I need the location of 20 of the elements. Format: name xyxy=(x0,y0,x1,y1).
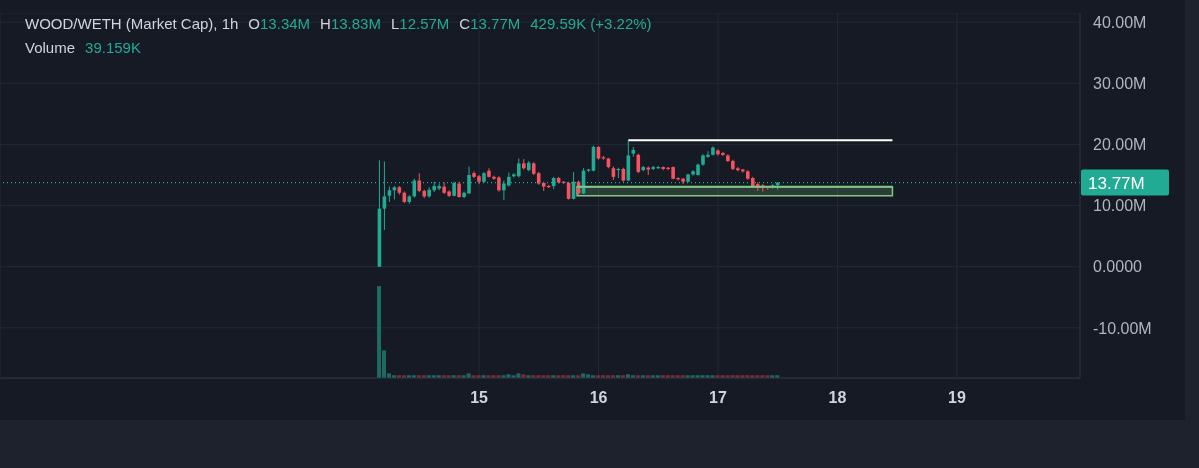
y-tick-label: 20.00M xyxy=(1093,136,1147,154)
x-tick-label: 17 xyxy=(709,389,728,407)
chart-title: Volume xyxy=(25,38,76,58)
annotation: 39.159K xyxy=(85,38,141,58)
x-tick-label: 18 xyxy=(828,389,847,407)
annotation: 429.59K (+3.22%) xyxy=(530,14,652,34)
y-tick-label: 10.00M xyxy=(1093,197,1147,215)
y-tick-label: 40.00M xyxy=(1093,13,1147,31)
x-tick-label: 15 xyxy=(470,389,489,407)
ref-line-label: 13.77M xyxy=(1088,174,1145,194)
annotation: O13.34M xyxy=(248,15,311,32)
x-tick-label: 16 xyxy=(589,389,608,407)
annotation: H13.83M xyxy=(320,15,381,32)
y-tick-label: 30.00M xyxy=(1093,74,1147,92)
y-tick-label: 0.0000 xyxy=(1093,258,1143,276)
x-tick-label: 19 xyxy=(948,389,966,407)
y-tick-label: -10.00M xyxy=(1093,319,1152,337)
annotation: C13.77M xyxy=(459,15,521,32)
annotation: L12.57M xyxy=(390,15,450,32)
chart-title: WOOD/WETH (Market Cap), 1h xyxy=(25,14,239,34)
